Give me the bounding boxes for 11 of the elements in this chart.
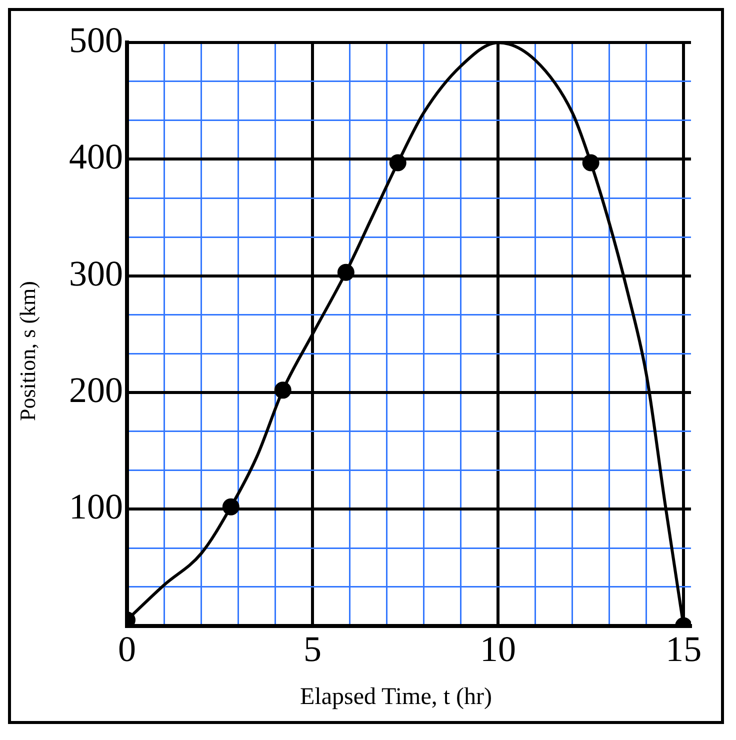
x-tick-label: 15 <box>666 628 702 669</box>
y-tick-label: 400 <box>69 136 123 177</box>
x-axis-title: Elapsed Time, t (hr) <box>300 684 492 710</box>
y-tick-label: 100 <box>69 486 123 527</box>
y-axis-title: Position, s (km) <box>15 281 40 421</box>
x-tick-label: 0 <box>118 628 136 669</box>
x-tick-label: 5 <box>304 628 322 669</box>
y-tick-label: 300 <box>69 253 123 294</box>
y-tick-label: 500 <box>69 20 123 60</box>
y-tick-label: 200 <box>69 370 123 410</box>
x-tick-label: 10 <box>480 628 516 669</box>
